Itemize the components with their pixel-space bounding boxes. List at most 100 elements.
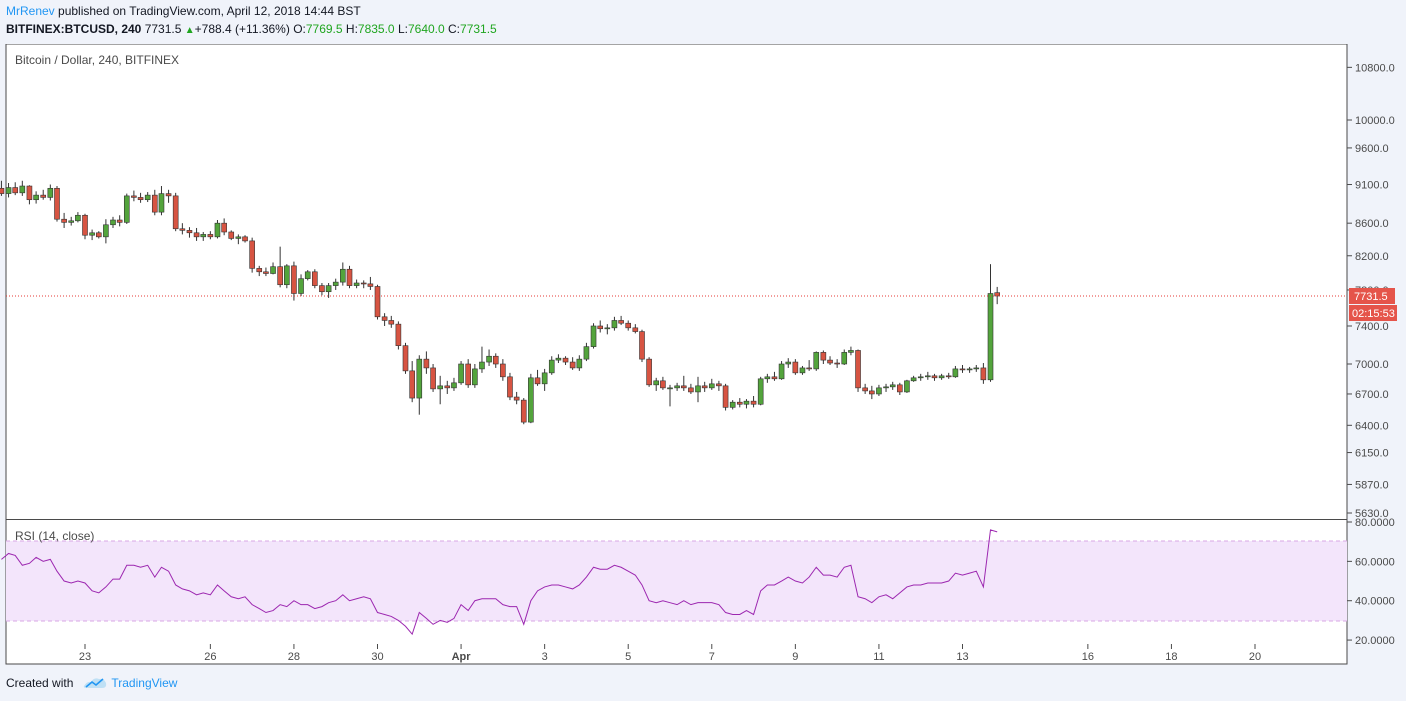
candle-body — [869, 390, 875, 395]
candle — [68, 216, 75, 226]
created-with-label: Created with — [6, 676, 74, 690]
candle-body — [513, 396, 520, 401]
candle-body — [889, 384, 896, 388]
high-value: 7835.0 — [357, 22, 395, 36]
candle-body — [193, 232, 200, 238]
candle-body — [277, 266, 283, 286]
last-price-tag-label: 7731.5 — [1354, 291, 1388, 303]
candle-body — [639, 331, 645, 360]
candle-body — [883, 386, 889, 389]
candle-body — [291, 265, 297, 294]
candle — [340, 262, 346, 286]
candle — [75, 212, 81, 223]
author-link[interactable]: MrRenev — [6, 4, 55, 18]
candle-body — [165, 193, 172, 197]
time-tick-label: 3 — [542, 651, 548, 663]
up-arrow-icon: ▲ — [184, 25, 195, 36]
candle-body — [813, 352, 820, 370]
price-tick-label: 5630.0 — [1355, 508, 1389, 520]
candle — [980, 363, 987, 384]
candle-body — [332, 281, 339, 286]
candle-body — [158, 193, 165, 213]
candle-body — [980, 367, 987, 381]
candle-body — [103, 224, 109, 238]
candle — [618, 315, 624, 326]
candle — [646, 357, 652, 387]
candle — [116, 215, 123, 227]
candle-body — [938, 375, 945, 379]
candle — [597, 320, 604, 333]
candle — [590, 323, 597, 349]
candle — [0, 180, 5, 196]
ohlc-line: BITFINEX:BTCUSD, 240 7731.5 ▲+788.4 (+11… — [6, 22, 497, 36]
candle — [743, 399, 750, 409]
candle-body — [325, 285, 332, 293]
candle — [451, 377, 457, 391]
candle — [103, 219, 109, 244]
time-tick-label: 13 — [956, 651, 968, 663]
candle — [806, 360, 812, 371]
time-tick-label: 5 — [625, 651, 631, 663]
candle — [834, 359, 840, 368]
candle-body — [61, 218, 67, 223]
last-price-tag: 7731.5 02:15:53 — [1349, 288, 1397, 322]
rsi-title: RSI (14, close) — [15, 529, 94, 543]
candle — [528, 373, 534, 424]
candle-body — [40, 194, 47, 198]
candle-body — [917, 376, 924, 379]
candle — [381, 313, 388, 326]
candle — [472, 364, 478, 388]
symbol-label: BITFINEX:BTCUSD, 240 — [6, 22, 142, 36]
candle-body — [750, 400, 757, 405]
candle — [374, 284, 381, 320]
candle-body — [381, 316, 388, 321]
candle-body — [757, 378, 764, 405]
candle-body — [228, 231, 235, 239]
chart-area[interactable]: Bitcoin / Dollar, 240, BITFINEX RSI (14,… — [0, 44, 1406, 670]
candle — [54, 186, 60, 222]
footer: Created with TradingView — [6, 676, 177, 690]
candle-body — [388, 320, 395, 325]
candle — [904, 379, 910, 393]
candle-body — [242, 236, 248, 242]
candle-body — [353, 282, 360, 286]
candle — [360, 280, 367, 289]
candle — [40, 189, 47, 200]
candle-body — [0, 187, 5, 194]
price-tick-label: 8200.0 — [1355, 251, 1389, 263]
candle — [945, 372, 952, 379]
candle-body — [207, 234, 214, 238]
time-tick-label: 30 — [371, 651, 383, 663]
candle-body — [221, 222, 227, 233]
candle — [792, 359, 799, 375]
candle — [841, 349, 848, 365]
candle — [82, 213, 88, 240]
candle — [548, 356, 555, 375]
candle — [137, 192, 144, 203]
tradingview-link[interactable]: TradingView — [111, 676, 178, 690]
candle — [722, 383, 729, 411]
time-axis[interactable]: 23 26 28 30 Apr 3 5 7 9 11 13 16 18 20 — [79, 644, 1261, 663]
candle-body — [897, 384, 903, 393]
candle-body — [611, 320, 618, 329]
candle-body — [541, 372, 548, 385]
candle — [388, 315, 395, 328]
candle-body — [548, 359, 555, 374]
candle — [869, 385, 875, 400]
candle — [625, 320, 632, 331]
candle — [444, 380, 451, 394]
candle — [910, 375, 917, 382]
candle — [827, 356, 833, 365]
candle — [862, 383, 868, 394]
candle-body — [973, 367, 980, 370]
candle-body — [799, 367, 806, 374]
candle-body — [743, 400, 750, 405]
time-tick-label: Apr — [452, 651, 472, 663]
candle — [757, 376, 764, 406]
candle-body — [186, 230, 193, 234]
candle-body — [500, 363, 506, 378]
price-axis[interactable]: 10800.010000.09600.09100.08600.08200.078… — [1347, 62, 1395, 520]
candle — [242, 235, 248, 243]
candle — [541, 368, 548, 391]
candle — [925, 371, 931, 380]
